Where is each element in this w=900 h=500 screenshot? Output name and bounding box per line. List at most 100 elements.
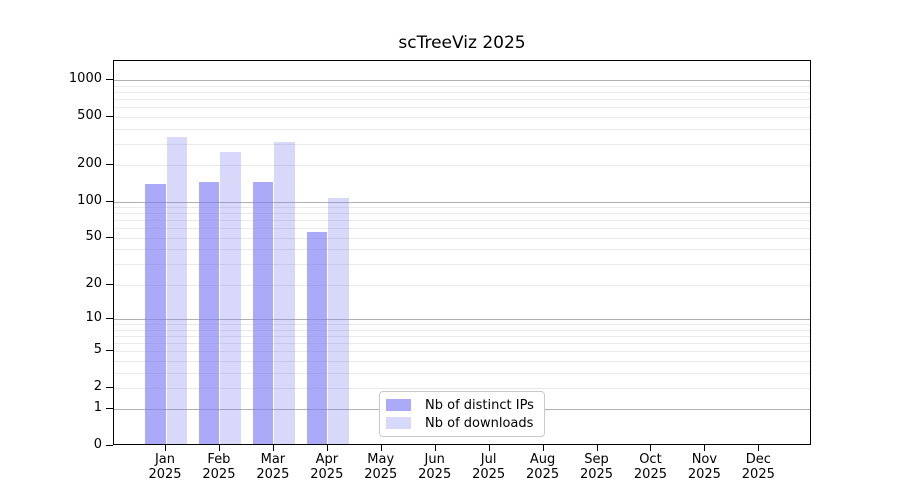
y-tick-label: 500: [77, 107, 102, 123]
gridline-minor: [114, 128, 810, 130]
x-tick-label-year: 2025: [202, 467, 236, 482]
x-tick-mark: [650, 445, 652, 451]
gridline-minor: [114, 220, 810, 222]
y-tick-mark: [106, 236, 113, 238]
x-tick-label-year: 2025: [526, 467, 560, 482]
x-tick-label-month: Oct: [639, 452, 662, 467]
x-tick-label: Jul 2025: [461, 452, 517, 482]
y-tick-mark: [106, 283, 113, 285]
x-tick-mark: [272, 445, 274, 451]
x-tick-label: Apr 2025: [299, 452, 355, 482]
legend: Nb of distinct IPs Nb of downloads: [379, 391, 545, 437]
x-tick-label-month: Aug: [529, 452, 556, 467]
bar-nb-of-distinct-ips-mar: [252, 182, 274, 444]
y-tick-label: 5: [93, 342, 102, 358]
y-tick-label: 200: [77, 156, 102, 172]
x-tick-label-year: 2025: [633, 467, 667, 482]
gridline-minor: [114, 249, 810, 251]
bar-nb-of-distinct-ips-jan: [145, 184, 166, 444]
y-tick-label: 1000: [68, 71, 102, 87]
x-tick-label: Sep 2025: [569, 452, 625, 482]
legend-label-distinct-ips: Nb of distinct IPs: [425, 397, 534, 413]
x-tick-label-year: 2025: [256, 467, 290, 482]
x-tick-mark: [704, 445, 706, 451]
gridline-minor: [114, 351, 810, 353]
x-tick-label: May 2025: [353, 452, 409, 482]
legend-swatch-distinct-ips: [386, 399, 411, 411]
x-tick-label-month: Apr: [315, 452, 339, 467]
gridline-minor: [114, 85, 810, 87]
y-tick-label: 20: [85, 275, 102, 291]
y-tick-label: 100: [77, 192, 102, 208]
x-tick-label-month: Feb: [207, 452, 231, 467]
x-tick-label-year: 2025: [148, 467, 182, 482]
gridline-minor: [114, 343, 810, 344]
x-tick-mark: [326, 445, 328, 451]
bar-nb-of-distinct-ips-apr: [306, 231, 328, 444]
legend-item-downloads: Nb of downloads: [386, 416, 536, 431]
gridline-minor: [114, 372, 810, 374]
gridline-major: [114, 201, 810, 203]
gridline-minor: [114, 213, 810, 215]
x-tick-label-year: 2025: [364, 467, 398, 482]
y-tick-label: 1: [93, 400, 102, 416]
x-tick-label-month: May: [367, 452, 395, 467]
gridline-minor: [114, 165, 810, 167]
bar-nb-of-downloads-jan: [166, 136, 187, 444]
x-tick-label-month: Nov: [691, 452, 718, 467]
gridline-minor: [114, 360, 810, 362]
y-tick-label: 0: [93, 437, 102, 452]
x-tick-label-year: 2025: [310, 467, 344, 482]
y-tick-mark: [106, 408, 113, 410]
gridline-minor: [114, 335, 810, 337]
gridline-minor: [114, 324, 810, 326]
y-tick-mark: [106, 386, 113, 388]
y-tick-label: 10: [85, 310, 102, 326]
x-tick-label: Jan 2025: [137, 452, 193, 482]
gridline-minor: [114, 207, 810, 209]
legend-label-downloads: Nb of downloads: [425, 415, 534, 431]
y-tick-mark: [106, 445, 113, 446]
y-tick-mark: [106, 200, 113, 202]
y-tick-label: 50: [85, 228, 102, 244]
gridline-minor: [114, 143, 810, 145]
x-tick-label: Oct 2025: [622, 452, 678, 482]
x-tick-label-month: Jul: [480, 452, 497, 467]
x-tick-label-year: 2025: [579, 467, 614, 482]
gridline-minor: [114, 284, 810, 286]
gridline-minor: [114, 99, 810, 101]
chart-title: scTreeViz 2025: [398, 33, 526, 53]
gridline-minor: [114, 329, 810, 331]
x-tick-mark: [542, 445, 544, 451]
x-tick-label-year: 2025: [687, 467, 721, 482]
gridline-minor: [114, 228, 810, 230]
x-tick-label-year: 2025: [418, 467, 452, 482]
x-tick-mark: [434, 445, 436, 451]
bar-nb-of-distinct-ips-feb: [198, 182, 220, 444]
gridline-major: [114, 319, 810, 321]
legend-item-distinct-ips: Nb of distinct IPs: [386, 398, 536, 413]
x-tick-label-year: 2025: [741, 467, 775, 482]
gridline-minor: [114, 107, 810, 109]
x-tick-mark: [165, 445, 166, 451]
legend-swatch-downloads: [386, 417, 411, 429]
x-tick-label: Jun 2025: [407, 452, 463, 482]
x-tick-label-month: Sep: [584, 452, 609, 467]
bar-nb-of-downloads-mar: [274, 141, 295, 444]
y-tick-mark: [106, 115, 113, 117]
y-tick-mark: [106, 164, 113, 166]
y-tick-mark: [106, 350, 113, 352]
x-tick-label-month: Jan: [154, 452, 176, 467]
x-tick-label-month: Dec: [745, 452, 771, 467]
x-tick-label: Nov 2025: [676, 452, 732, 482]
x-tick-label: Aug 2025: [515, 452, 571, 482]
x-tick-mark: [488, 445, 490, 451]
y-tick-label: 2: [93, 378, 102, 394]
x-tick-mark: [758, 445, 760, 451]
plot-area: [113, 60, 811, 445]
x-tick-label-month: Jun: [424, 452, 445, 467]
x-tick-label-month: Mar: [260, 452, 286, 467]
x-tick-mark: [596, 445, 598, 451]
x-tick-label: Feb 2025: [191, 452, 247, 482]
